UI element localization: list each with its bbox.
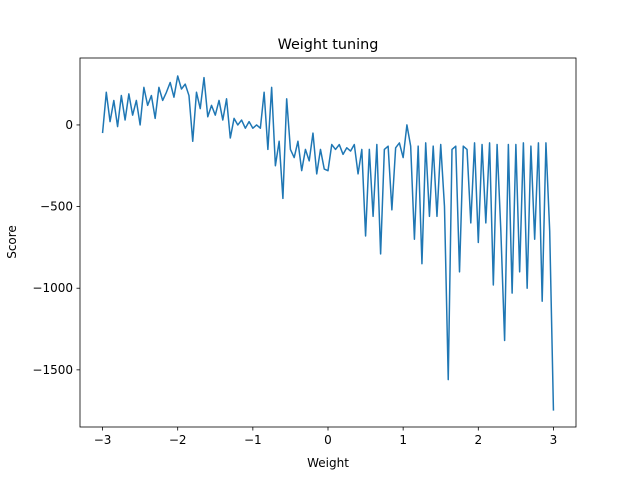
x-tick-label: 2 <box>474 433 482 447</box>
y-axis-label: Score <box>5 225 19 259</box>
x-tick-label: −1 <box>244 433 262 447</box>
x-tick-label: 3 <box>550 433 558 447</box>
x-tick-label: −2 <box>169 433 187 447</box>
axes-frame <box>79 57 577 428</box>
x-tick-label: 0 <box>324 433 332 447</box>
y-tick-label: −1500 <box>32 363 73 377</box>
y-tick-label: −1000 <box>32 281 73 295</box>
x-tick-label: −3 <box>94 433 112 447</box>
data-line <box>101 75 555 411</box>
y-tick-label: 0 <box>65 118 73 132</box>
y-tick-label: −500 <box>40 200 73 214</box>
chart-title: Weight tuning <box>278 37 379 53</box>
x-tick-label: 1 <box>399 433 407 447</box>
x-axis-label: Weight <box>307 456 349 470</box>
